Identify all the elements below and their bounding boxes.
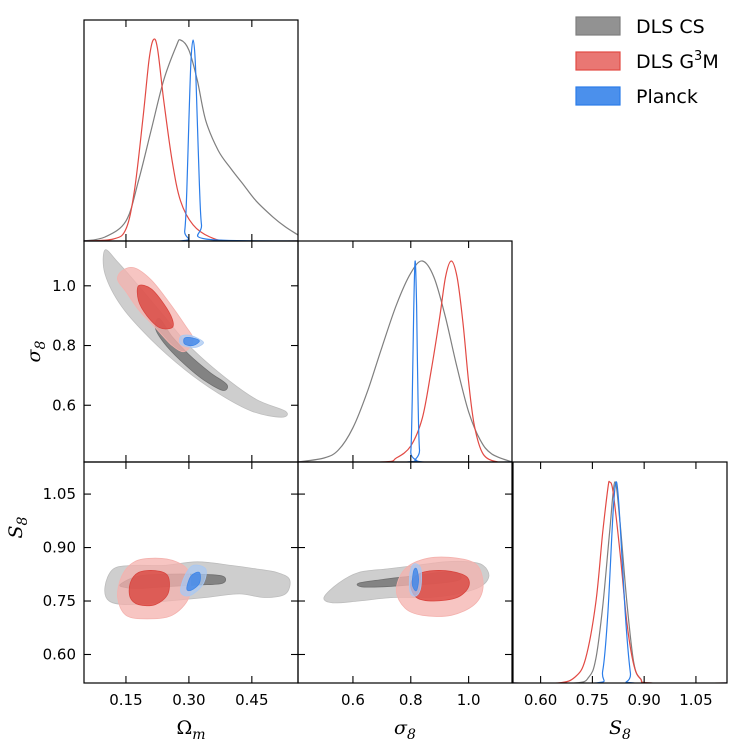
contour-68-dls-g3m [410, 570, 470, 602]
contour-68-dls-g3m [128, 570, 170, 607]
y-tick-label: 0.60 [43, 645, 76, 663]
contour-68-planck [183, 337, 200, 347]
y-axis-title-S8: S8 [5, 516, 31, 538]
panel-content [84, 38, 298, 241]
marginal-dls-g3m [513, 480, 727, 683]
x-tick-label: 0.15 [109, 691, 142, 709]
marginal-dls-cs [84, 39, 298, 241]
x-tick-label: 0.6 [341, 691, 365, 709]
x-tick-label: 0.60 [524, 691, 557, 709]
marginal-dls-cs [513, 481, 727, 683]
legend: DLS CS DLS G3M Planck [575, 16, 719, 108]
legend-label: Planck [636, 86, 698, 108]
legend-label: DLS G3M [636, 49, 719, 73]
y-tick-label: 1.05 [43, 485, 76, 503]
panel-2-2: 0.60 0.75 0.90 1.05 [512, 461, 728, 709]
marginal-dls-cs [298, 260, 512, 462]
contour-68-planck [186, 571, 201, 592]
x-axis-title-S8: S8 [609, 717, 631, 743]
marginal-planck [298, 260, 512, 462]
y-axis-title-s8: σ8 [23, 340, 49, 362]
y-tick-label: 0.75 [43, 592, 76, 610]
panel-2-0: 0.15 0.30 0.45 0.60 0.75 0.90 1.05 [43, 461, 299, 709]
legend-swatch [575, 51, 621, 71]
x-tick-label: 0.75 [576, 691, 609, 709]
legend-swatch [575, 86, 621, 106]
marginal-dls-g3m [298, 260, 512, 462]
panel-frame [297, 461, 513, 684]
panel-content [104, 557, 291, 620]
x-tick-label: 1.05 [679, 691, 712, 709]
panel-1-1 [297, 240, 513, 463]
contour-68-dls-g3m [136, 284, 174, 330]
panel-2-1: 0.6 0.8 1.0 [297, 461, 513, 709]
panel-content [102, 249, 288, 418]
x-tick-label: 0.45 [235, 691, 268, 709]
panel-1-0: 0.6 0.8 1.0 [52, 240, 299, 463]
panel-content [513, 480, 727, 683]
panel-0-0 [83, 19, 299, 242]
y-tick-label: 0.8 [52, 337, 76, 355]
y-tick-label: 0.6 [52, 396, 76, 414]
x-tick-label: 0.90 [627, 691, 660, 709]
legend-label: DLS CS [636, 16, 705, 38]
y-tick-label: 0.90 [43, 539, 76, 557]
legend-swatch [575, 16, 621, 36]
marginal-planck [513, 481, 727, 683]
panel-content [298, 260, 512, 462]
panel-content [323, 556, 490, 617]
x-tick-label: 0.8 [399, 691, 423, 709]
panel-frame [512, 461, 728, 684]
x-axis-title-s8: σ8 [394, 717, 416, 743]
contour-68-planck [411, 567, 420, 592]
marginal-dls-g3m [84, 38, 298, 241]
panel-frame [297, 240, 513, 463]
y-tick-label: 1.0 [52, 277, 76, 295]
x-tick-label: 1.0 [457, 691, 481, 709]
x-axis-title-Om: Ωm [176, 717, 205, 743]
x-tick-label: 0.30 [172, 691, 205, 709]
marginal-planck [84, 39, 298, 241]
